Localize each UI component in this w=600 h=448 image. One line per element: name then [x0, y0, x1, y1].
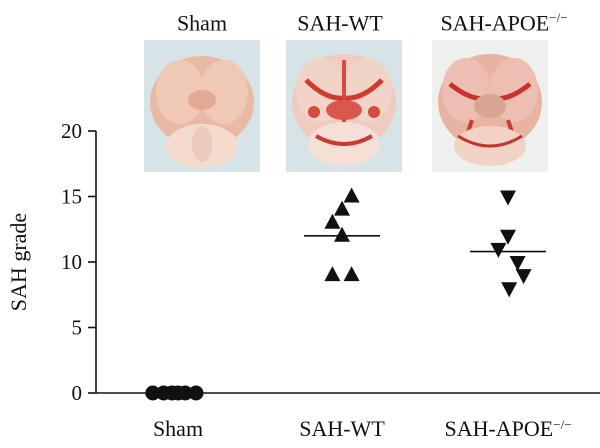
x-tick-label: SAH-WT [299, 416, 385, 441]
y-tick-label: 0 [72, 381, 83, 405]
data-point-triangle-down [501, 282, 518, 298]
x-tick-label: Sham [153, 416, 203, 441]
data-point-circle [177, 385, 193, 401]
data-point-triangle-up [324, 213, 341, 229]
brain-label-sham: Sham [176, 10, 228, 36]
data-point-triangle-down [500, 190, 516, 206]
brain-photo-sah-wt [286, 40, 402, 172]
data-point-triangle-down [515, 269, 532, 285]
y-tick-label: 20 [61, 119, 82, 143]
data-point-triangle-up [324, 266, 341, 282]
brain-photo-sah-apoe [432, 40, 548, 172]
brain-photo-sham [144, 40, 260, 172]
chart-marks [145, 187, 546, 401]
data-point-triangle-up [343, 187, 360, 203]
data-point-triangle-down [509, 256, 526, 271]
brain-label-sah-apoe: SAH-APOE−/− [440, 10, 568, 36]
x-tick-label: SAH-APOE−/− [444, 416, 571, 441]
data-point-triangle-up [334, 226, 350, 242]
data-point-triangle-up [343, 266, 360, 282]
data-point-circle [188, 385, 204, 401]
y-axis-label: SAH grade [6, 213, 31, 311]
y-tick-label: 10 [61, 250, 82, 274]
data-point-triangle-down [490, 242, 507, 258]
data-point-triangle-down [500, 229, 516, 245]
data-point-circle [145, 385, 161, 401]
y-tick-label: 5 [72, 316, 83, 340]
data-point-triangle-up [334, 200, 350, 216]
chart-axes: 0 5 10 15 20 SAH grade Sham SAH-WT SAH-APOE−/− [6, 119, 600, 441]
y-tick-label: 15 [61, 185, 82, 209]
brain-label-sah-wt: SAH-WT [297, 10, 383, 36]
